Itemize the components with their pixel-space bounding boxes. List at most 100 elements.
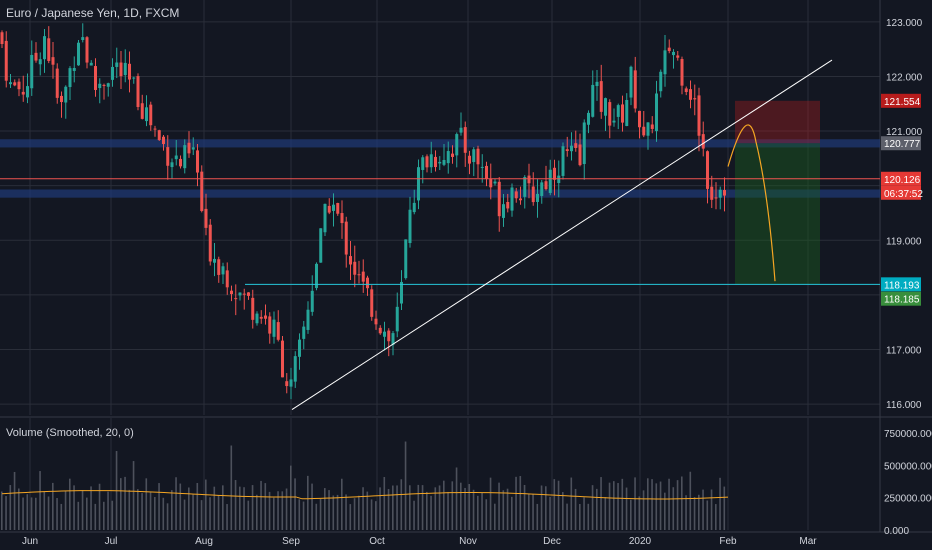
- volume-bar: [591, 485, 594, 530]
- candle-body: [527, 175, 531, 184]
- volume-bar: [132, 461, 135, 530]
- volume-bar: [468, 483, 471, 530]
- volume-bar: [9, 485, 12, 530]
- zones-layer: [0, 139, 880, 198]
- candle-body: [616, 105, 620, 117]
- time-tick-label: Jun: [22, 536, 38, 547]
- volume-bar: [315, 503, 318, 530]
- volume-bar: [294, 478, 296, 530]
- volume-bar: [239, 486, 241, 530]
- volume-bar: [485, 499, 488, 530]
- candle-body: [553, 167, 556, 180]
- candle-body: [72, 68, 76, 71]
- volume-bar: [647, 478, 649, 530]
- candle-body: [655, 93, 658, 132]
- volume-bar: [553, 479, 556, 530]
- candle-body: [111, 66, 114, 80]
- volume-bar: [328, 490, 330, 530]
- volume-bar: [311, 483, 313, 530]
- candle-body: [672, 51, 675, 56]
- candle-body: [570, 145, 573, 152]
- candle-body: [259, 316, 263, 319]
- candle-body: [123, 62, 127, 76]
- candle-body: [404, 239, 408, 279]
- volume-bar: [141, 493, 143, 530]
- volume-bar: [434, 487, 437, 530]
- candle-body: [663, 50, 667, 75]
- candle-body: [332, 204, 335, 211]
- volume-bar: [587, 503, 590, 530]
- volume-bar: [685, 495, 687, 530]
- volume-bar: [137, 489, 139, 530]
- volume-bar: [341, 478, 343, 530]
- chart-title: Euro / Japanese Yen, 1D, FXCM: [6, 6, 180, 20]
- volume-bar: [570, 477, 573, 530]
- volume-bar: [94, 503, 97, 530]
- candle-body: [621, 104, 624, 123]
- volume-bar: [268, 491, 271, 530]
- volume-bar: [307, 475, 309, 530]
- volume-bar: [451, 481, 454, 530]
- volume-bar: [30, 497, 33, 530]
- position-layer: [735, 100, 820, 285]
- volume-bar: [290, 465, 292, 530]
- price-badge: [881, 185, 921, 200]
- candle-body: [489, 179, 493, 188]
- volume-bar: [362, 487, 364, 530]
- sr-zone: [0, 189, 880, 198]
- candle-body: [442, 159, 446, 165]
- volume-bar: [706, 500, 709, 530]
- volume-bar: [120, 478, 122, 530]
- volume-bar: [298, 499, 301, 530]
- volume-bar: [90, 486, 92, 530]
- volume-bar: [1, 491, 3, 530]
- candle-body: [55, 68, 59, 98]
- volume-bar: [557, 480, 560, 530]
- candle-body: [361, 271, 365, 282]
- candle-body: [183, 145, 187, 169]
- candle-body: [310, 290, 314, 312]
- volume-bar: [260, 480, 262, 530]
- volume-bar: [630, 499, 632, 530]
- candle-body: [268, 316, 272, 334]
- candle-body: [378, 327, 382, 334]
- candle-body: [285, 381, 289, 387]
- candle-body: [115, 62, 119, 67]
- volume-bar: [583, 497, 585, 530]
- candle-body: [344, 221, 348, 255]
- candle-body: [506, 201, 510, 209]
- candle-body: [395, 306, 399, 332]
- volume-bar: [370, 499, 373, 530]
- candle-body: [179, 158, 182, 167]
- candle-body: [366, 277, 369, 289]
- volume-bar: [702, 489, 704, 530]
- price-badge-label: 120.126: [884, 175, 921, 186]
- candle-body: [353, 261, 357, 275]
- candle-body: [272, 319, 276, 337]
- price-badge-label: 121.554: [884, 97, 921, 108]
- volume-bar: [574, 488, 577, 530]
- candle-body: [480, 166, 484, 168]
- volume-bar: [349, 504, 352, 530]
- time-tick-label: Jul: [105, 536, 118, 547]
- candle-body: [421, 157, 425, 170]
- volume-bar: [566, 503, 568, 530]
- candle-body: [646, 122, 650, 136]
- volume-bar: [710, 489, 713, 530]
- volume-bar: [655, 483, 658, 530]
- candle-body: [561, 146, 565, 176]
- volume-bar: [417, 484, 420, 530]
- candle-body: [255, 313, 259, 324]
- candle-body: [38, 59, 42, 65]
- volume-bar: [281, 491, 284, 530]
- volume-bar: [188, 487, 190, 530]
- volume-bar: [243, 487, 245, 530]
- volume-bar: [668, 478, 670, 530]
- volume-bar: [545, 486, 547, 530]
- candle-body: [548, 169, 552, 193]
- candle-body: [710, 186, 714, 200]
- candle-body: [587, 112, 590, 125]
- candle-body: [132, 77, 136, 79]
- volume-bar: [515, 476, 517, 530]
- volume-bar: [549, 496, 551, 530]
